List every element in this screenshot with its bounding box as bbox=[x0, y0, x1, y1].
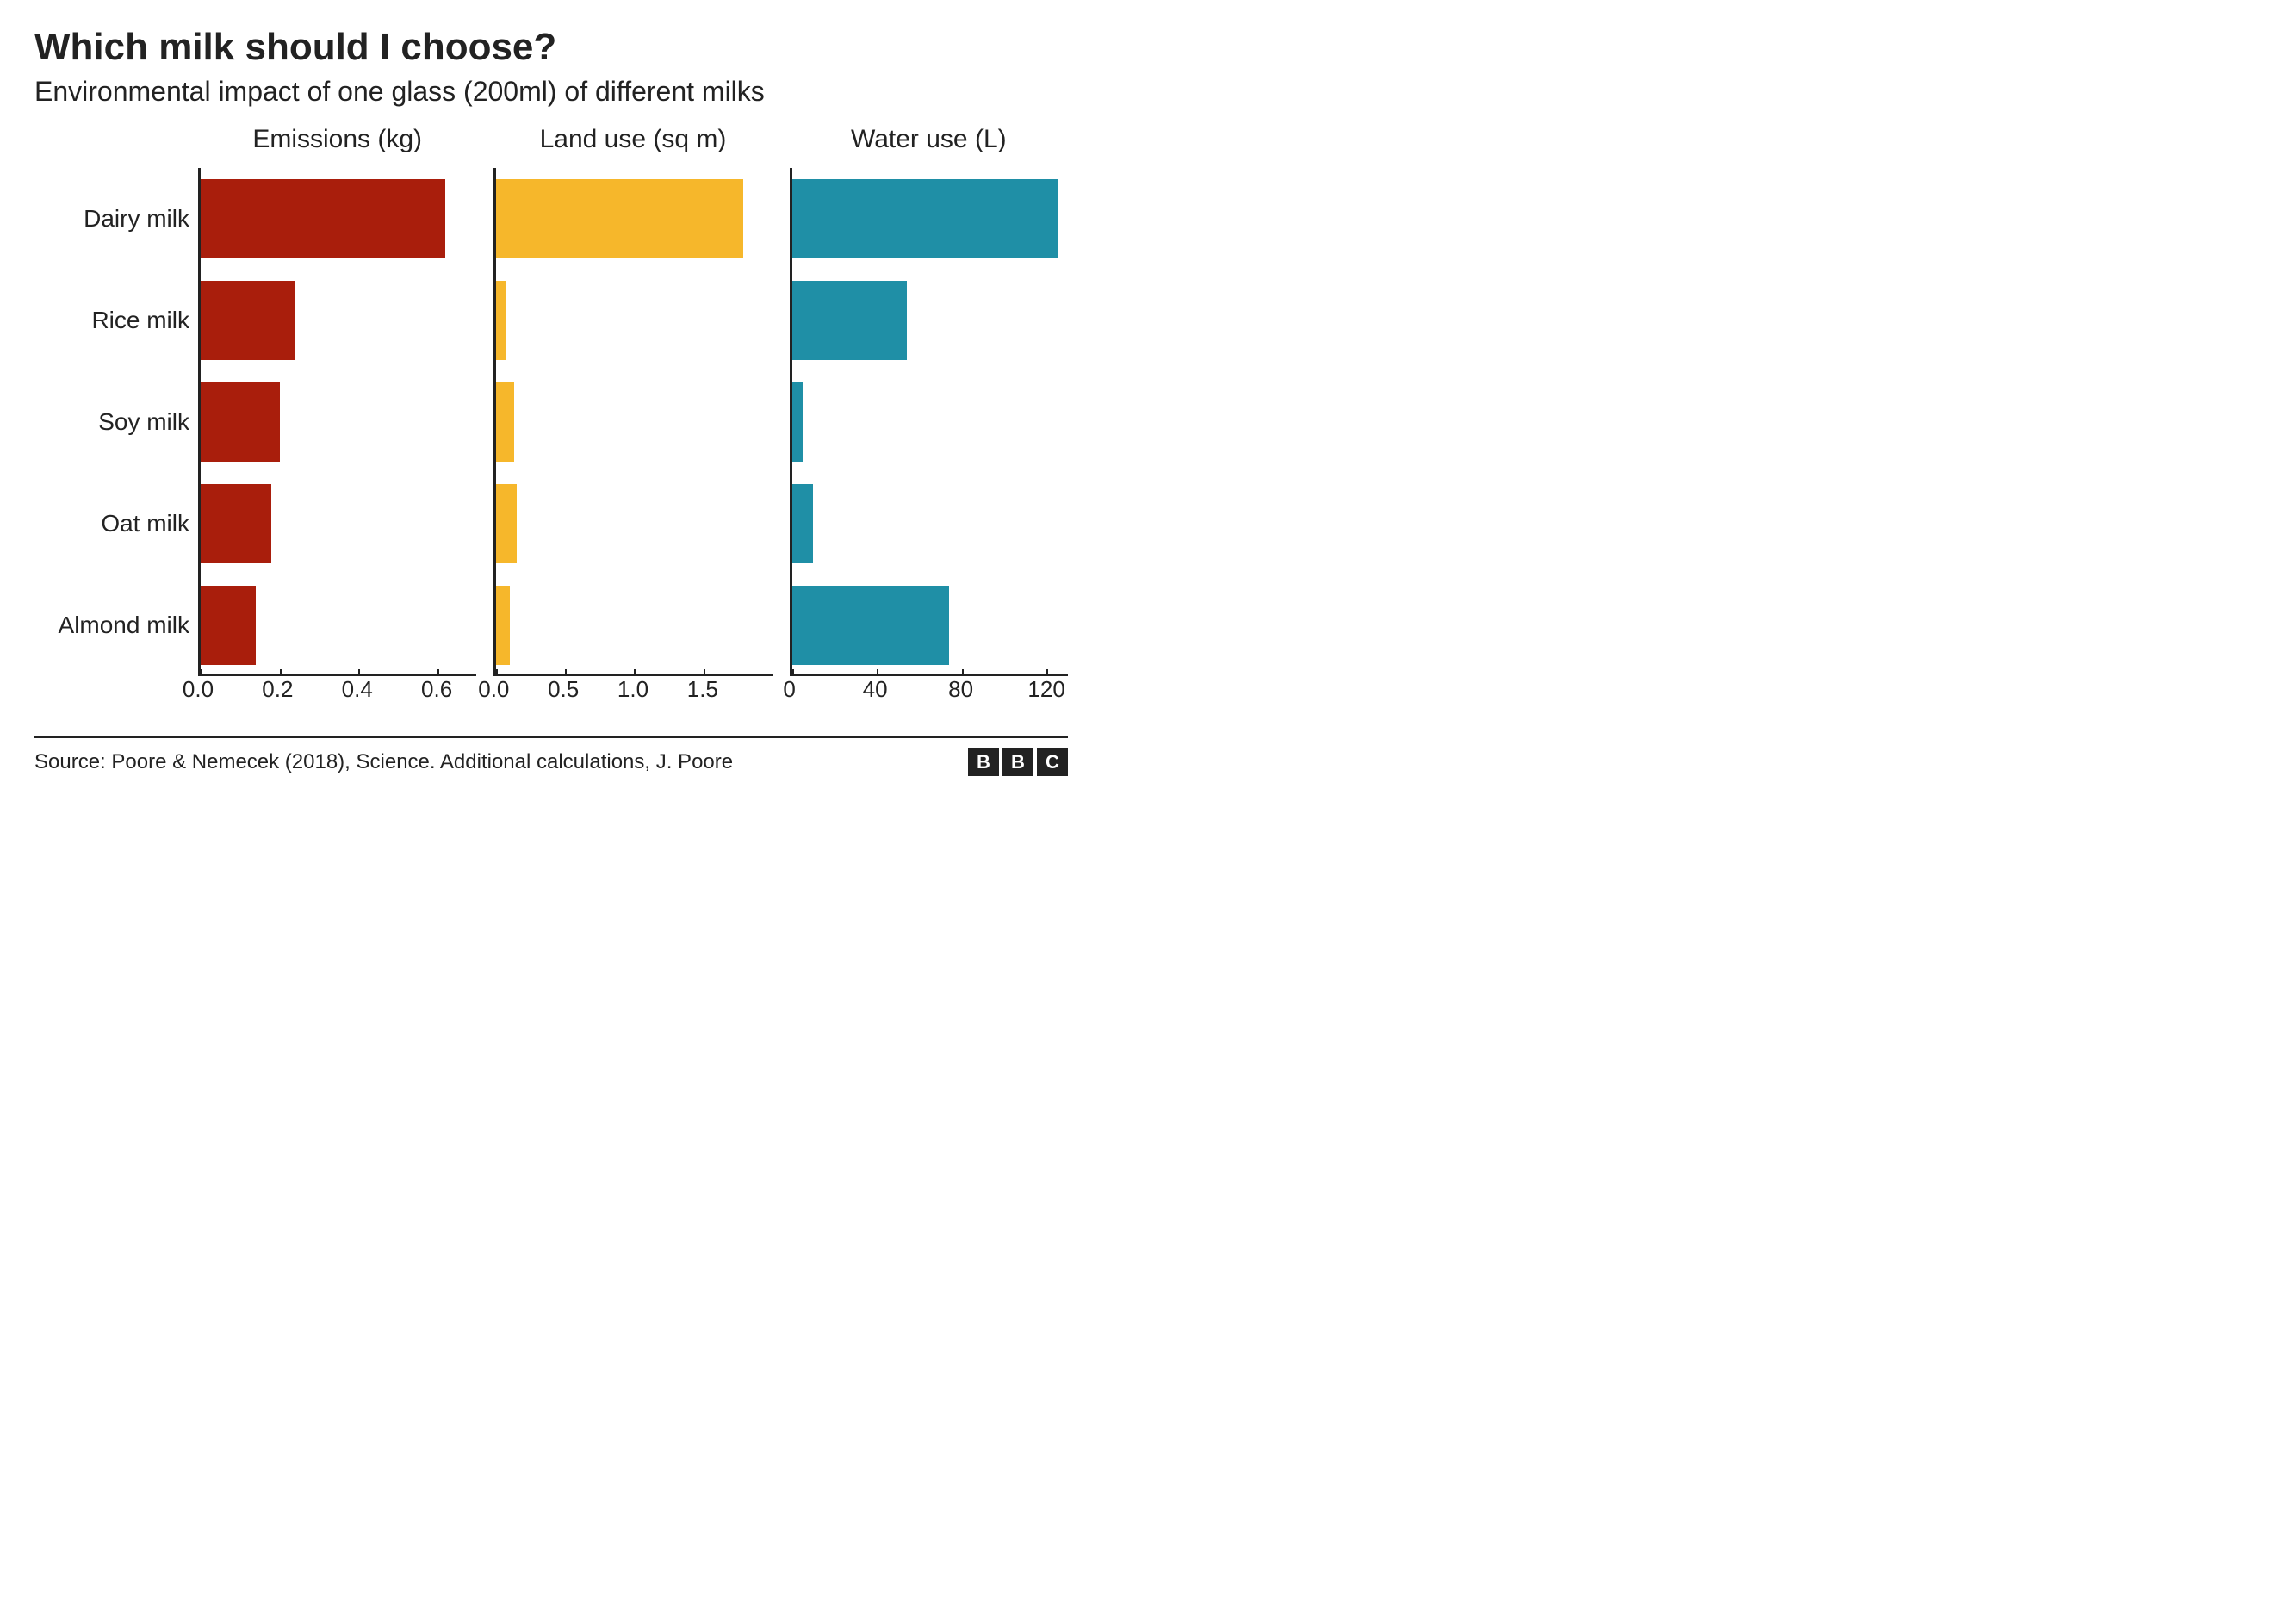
bar-slot bbox=[496, 168, 772, 270]
bar-slot bbox=[496, 270, 772, 371]
bar-slot bbox=[496, 575, 772, 676]
category-label: Oat milk bbox=[34, 473, 198, 575]
bbc-logo-letter: B bbox=[1002, 748, 1033, 776]
bar bbox=[792, 586, 949, 665]
charts-row: Dairy milkRice milkSoy milkOat milkAlmon… bbox=[34, 125, 1068, 711]
bar-slot bbox=[792, 371, 1068, 473]
bar bbox=[496, 586, 510, 665]
axis-tick-mark bbox=[962, 669, 964, 676]
x-tick-label: 1.0 bbox=[617, 676, 648, 703]
axis-tick-mark bbox=[792, 669, 794, 676]
x-tick-label: 0.5 bbox=[548, 676, 579, 703]
category-labels-column: Dairy milkRice milkSoy milkOat milkAlmon… bbox=[34, 125, 198, 676]
x-axis-ticks: 04080120 bbox=[790, 676, 1068, 711]
bar bbox=[496, 179, 743, 258]
panel-title: Water use (L) bbox=[790, 125, 1068, 159]
x-axis-ticks: 0.00.51.01.5 bbox=[493, 676, 772, 711]
category-label: Almond milk bbox=[34, 575, 198, 676]
axis-tick-mark bbox=[437, 669, 439, 676]
bbc-logo-letter: B bbox=[968, 748, 999, 776]
x-tick-label: 40 bbox=[863, 676, 888, 703]
bar bbox=[201, 586, 256, 665]
panel-title: Land use (sq m) bbox=[493, 125, 772, 159]
x-tick-label: 1.5 bbox=[687, 676, 718, 703]
bar-slot bbox=[792, 270, 1068, 371]
chart-panel: Land use (sq m)0.00.51.01.5 bbox=[493, 125, 772, 711]
axis-tick-mark bbox=[358, 669, 360, 676]
plot-area bbox=[493, 168, 772, 676]
bar bbox=[496, 281, 506, 360]
bbc-logo-letter: C bbox=[1037, 748, 1068, 776]
chart-panel: Emissions (kg)0.00.20.40.6 bbox=[198, 125, 476, 711]
x-tick-label: 0 bbox=[783, 676, 795, 703]
bar bbox=[792, 281, 907, 360]
bar bbox=[201, 382, 280, 462]
plot-area bbox=[198, 168, 476, 676]
chart-panel: Water use (L)04080120 bbox=[790, 125, 1068, 711]
bar bbox=[792, 484, 814, 563]
x-axis-ticks: 0.00.20.40.6 bbox=[198, 676, 476, 711]
axis-tick-mark bbox=[1046, 669, 1048, 676]
bar-slot bbox=[792, 575, 1068, 676]
x-tick-label: 120 bbox=[1027, 676, 1064, 703]
bar-slot bbox=[201, 168, 476, 270]
chart-footer: Source: Poore & Nemecek (2018), Science.… bbox=[34, 736, 1068, 776]
axis-tick-mark bbox=[496, 669, 498, 676]
bar bbox=[496, 382, 514, 462]
x-tick-label: 0.2 bbox=[262, 676, 293, 703]
chart-subtitle: Environmental impact of one glass (200ml… bbox=[34, 76, 1068, 108]
axis-tick-mark bbox=[565, 669, 567, 676]
plot-area bbox=[790, 168, 1068, 676]
bar-slot bbox=[201, 270, 476, 371]
axis-tick-mark bbox=[704, 669, 705, 676]
bar-slot bbox=[201, 371, 476, 473]
bar-slot bbox=[792, 168, 1068, 270]
x-tick-label: 0.0 bbox=[478, 676, 509, 703]
bar-slot bbox=[201, 575, 476, 676]
axis-tick-mark bbox=[634, 669, 636, 676]
chart-container: Which milk should I choose? Environmenta… bbox=[0, 0, 1102, 793]
axis-tick-mark bbox=[201, 669, 202, 676]
bar-slot bbox=[792, 473, 1068, 575]
bar-slot bbox=[201, 473, 476, 575]
bbc-logo: BBC bbox=[968, 748, 1068, 776]
bar bbox=[496, 484, 517, 563]
axis-tick-mark bbox=[280, 669, 282, 676]
chart-title: Which milk should I choose? bbox=[34, 26, 1068, 69]
bar bbox=[201, 484, 271, 563]
bar bbox=[792, 179, 1058, 258]
x-tick-label: 0.6 bbox=[421, 676, 452, 703]
category-label: Rice milk bbox=[34, 270, 198, 371]
category-label: Soy milk bbox=[34, 371, 198, 473]
x-tick-label: 80 bbox=[948, 676, 973, 703]
panel-title: Emissions (kg) bbox=[198, 125, 476, 159]
source-text: Source: Poore & Nemecek (2018), Science.… bbox=[34, 750, 733, 774]
bar-slot bbox=[496, 371, 772, 473]
axis-tick-mark bbox=[877, 669, 878, 676]
x-tick-label: 0.0 bbox=[183, 676, 214, 703]
x-tick-label: 0.4 bbox=[342, 676, 373, 703]
bar bbox=[201, 281, 295, 360]
bar bbox=[201, 179, 445, 258]
bar bbox=[792, 382, 803, 462]
bar-slot bbox=[496, 473, 772, 575]
panels-host: Emissions (kg) 0.0 0.2 0.4 0.6 Land use (sq m… bbox=[198, 125, 1068, 711]
category-label: Dairy milk bbox=[34, 168, 198, 270]
